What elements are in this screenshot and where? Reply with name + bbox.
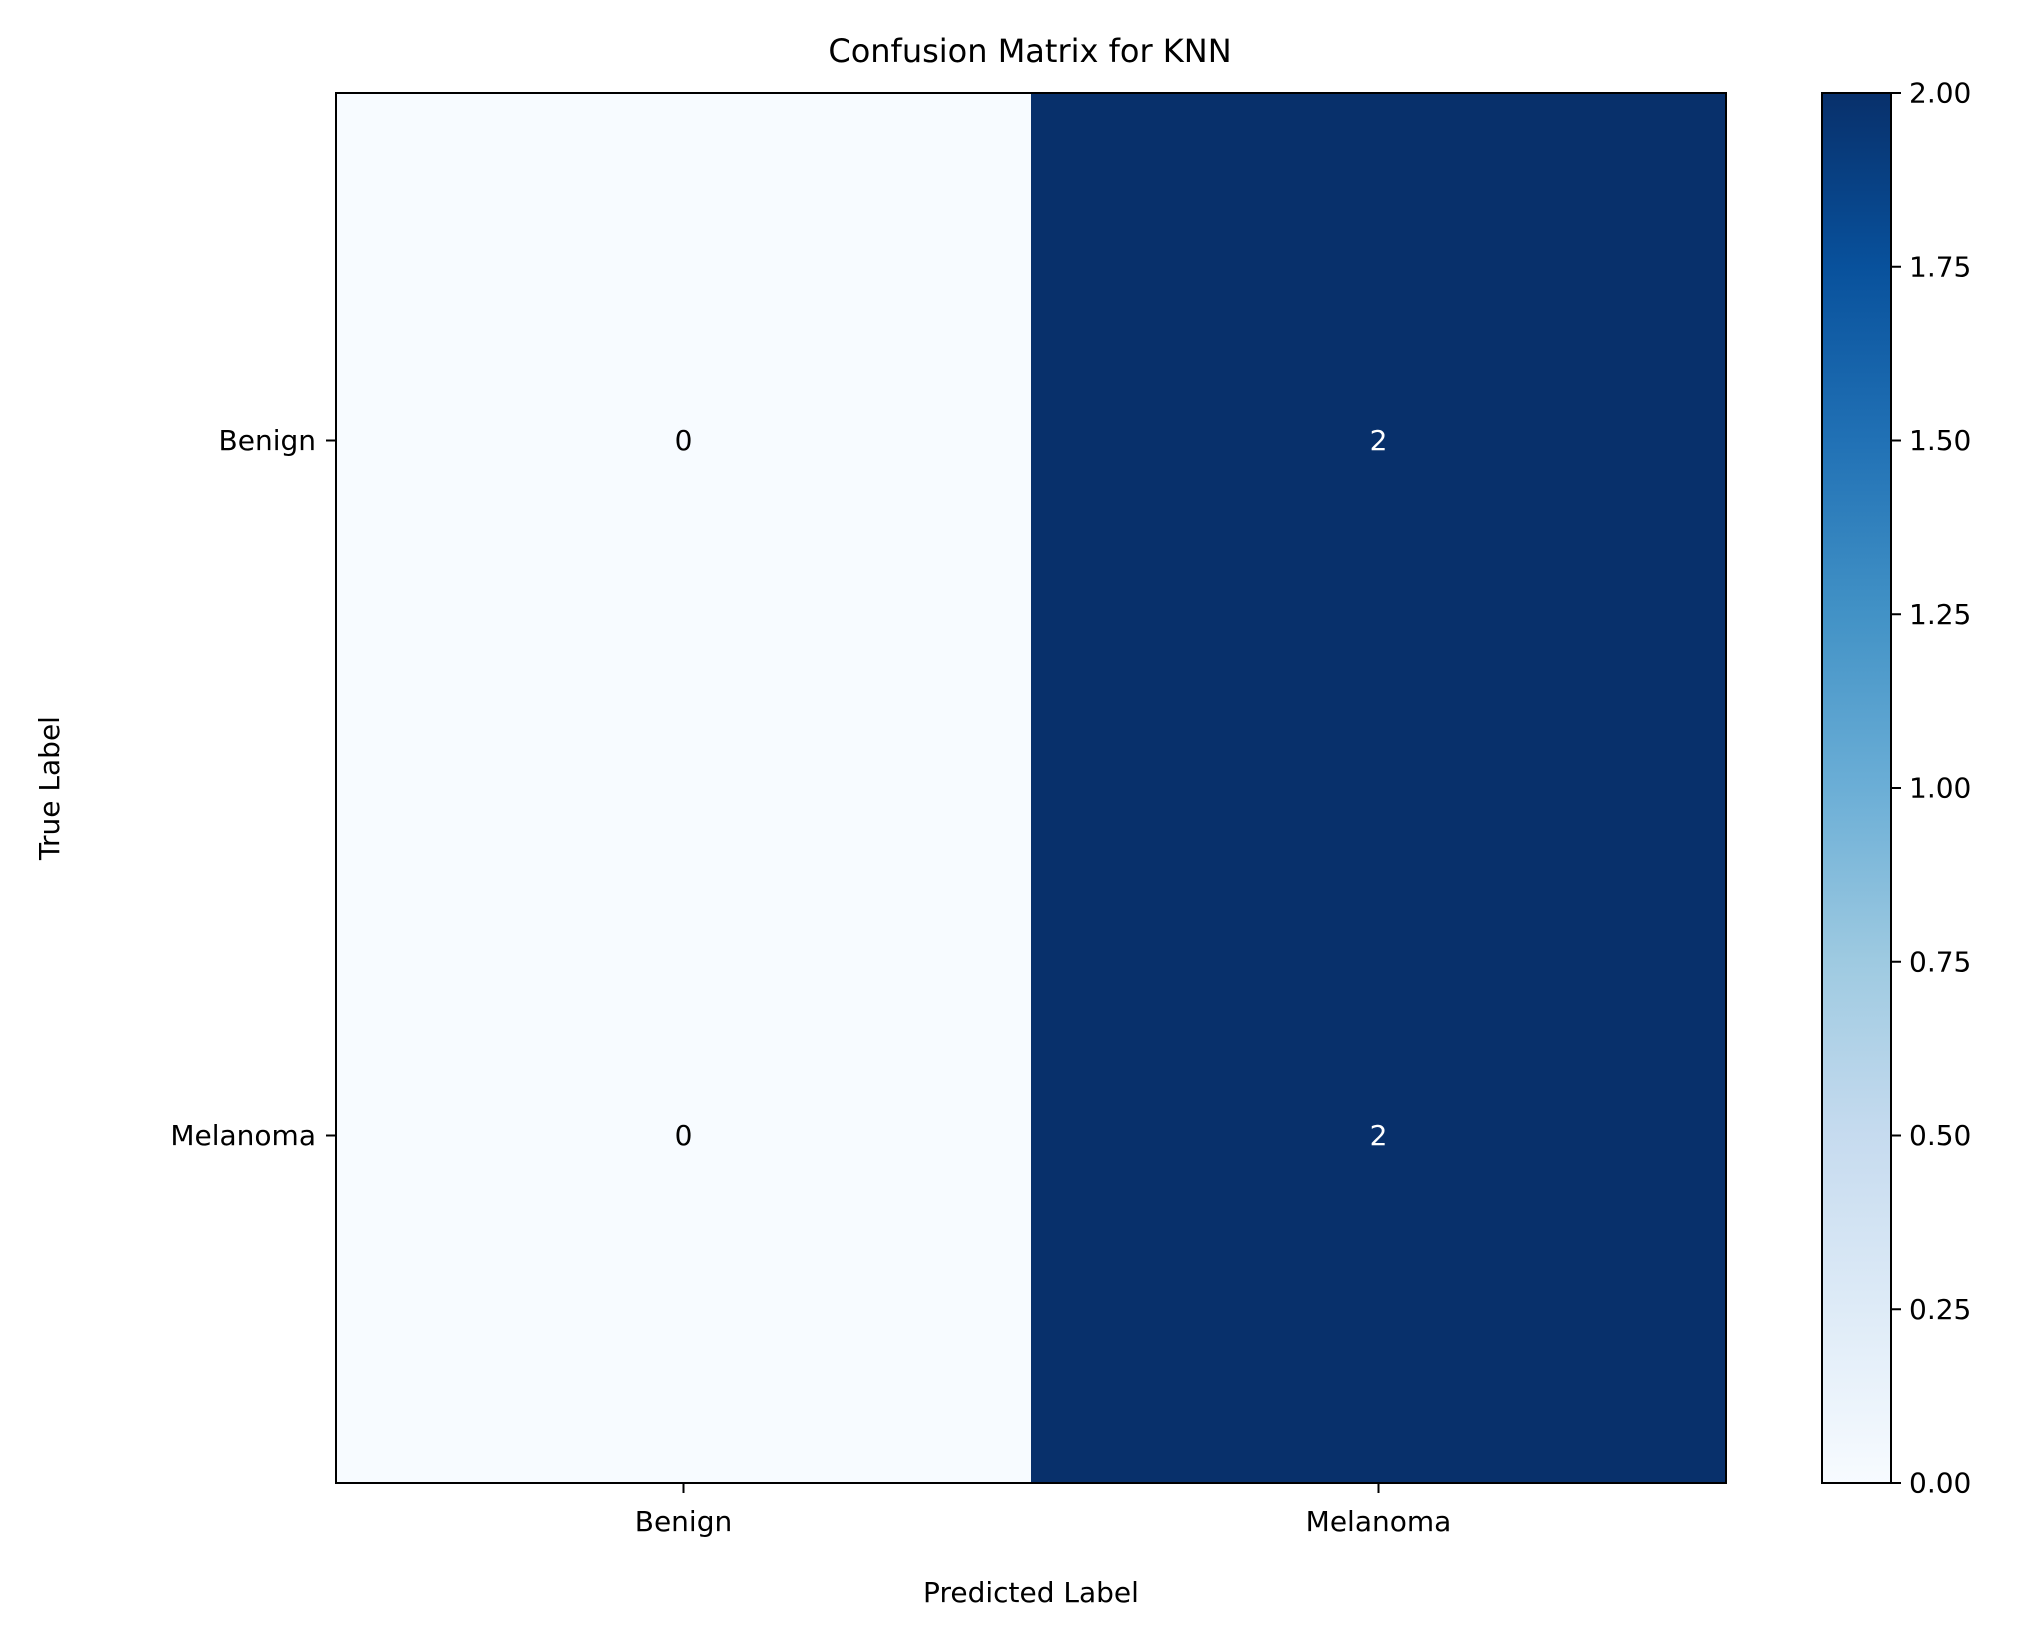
heatmap-cell bbox=[1031, 788, 1726, 1483]
x-tick-label: Benign bbox=[635, 1505, 732, 1538]
colorbar-tick-label: 0.00 bbox=[1909, 1467, 1971, 1500]
colorbar-ticks: 0.00 0.25 0.50 0.75 1.00 1.25 1.50 1.75 2.00 bbox=[1891, 77, 1971, 1500]
colorbar-tick-label: 1.25 bbox=[1909, 598, 1971, 631]
x-tick-label: Melanoma bbox=[1306, 1505, 1452, 1538]
y-tick-label: Benign bbox=[219, 424, 316, 457]
heatmap-cell bbox=[336, 788, 1031, 1483]
cell-value-label: 2 bbox=[1370, 1119, 1388, 1152]
heatmap-cells bbox=[336, 93, 1726, 1483]
colorbar-tick-label: 0.25 bbox=[1909, 1293, 1971, 1326]
plot-frame bbox=[335, 92, 1727, 1484]
x-axis-ticks: Benign Melanoma bbox=[635, 1483, 1452, 1538]
x-axis-label: Predicted Label bbox=[923, 1576, 1139, 1609]
heatmap-cell bbox=[336, 93, 1031, 788]
chart-title: Confusion Matrix for KNN bbox=[828, 32, 1231, 70]
colorbar-tick-label: 1.75 bbox=[1909, 250, 1971, 283]
colorbar-tick-label: 2.00 bbox=[1909, 77, 1971, 110]
cell-value-label: 0 bbox=[675, 1119, 693, 1152]
cell-value-label: 0 bbox=[675, 424, 693, 457]
cell-value-label: 2 bbox=[1370, 424, 1388, 457]
cell-value-labels: 0 2 0 2 bbox=[675, 424, 1388, 1152]
y-axis-ticks: Benign Melanoma bbox=[170, 424, 336, 1152]
colorbar bbox=[1821, 92, 1892, 1484]
colorbar-tick-label: 0.50 bbox=[1909, 1119, 1971, 1152]
colorbar-tick-label: 0.75 bbox=[1909, 945, 1971, 978]
y-tick-label: Melanoma bbox=[170, 1119, 316, 1152]
colorbar-tick-label: 1.50 bbox=[1909, 424, 1971, 457]
colorbar-tick-label: 1.00 bbox=[1909, 772, 1971, 805]
heatmap-cell bbox=[1031, 93, 1726, 788]
y-axis-label: True Label bbox=[33, 716, 66, 861]
